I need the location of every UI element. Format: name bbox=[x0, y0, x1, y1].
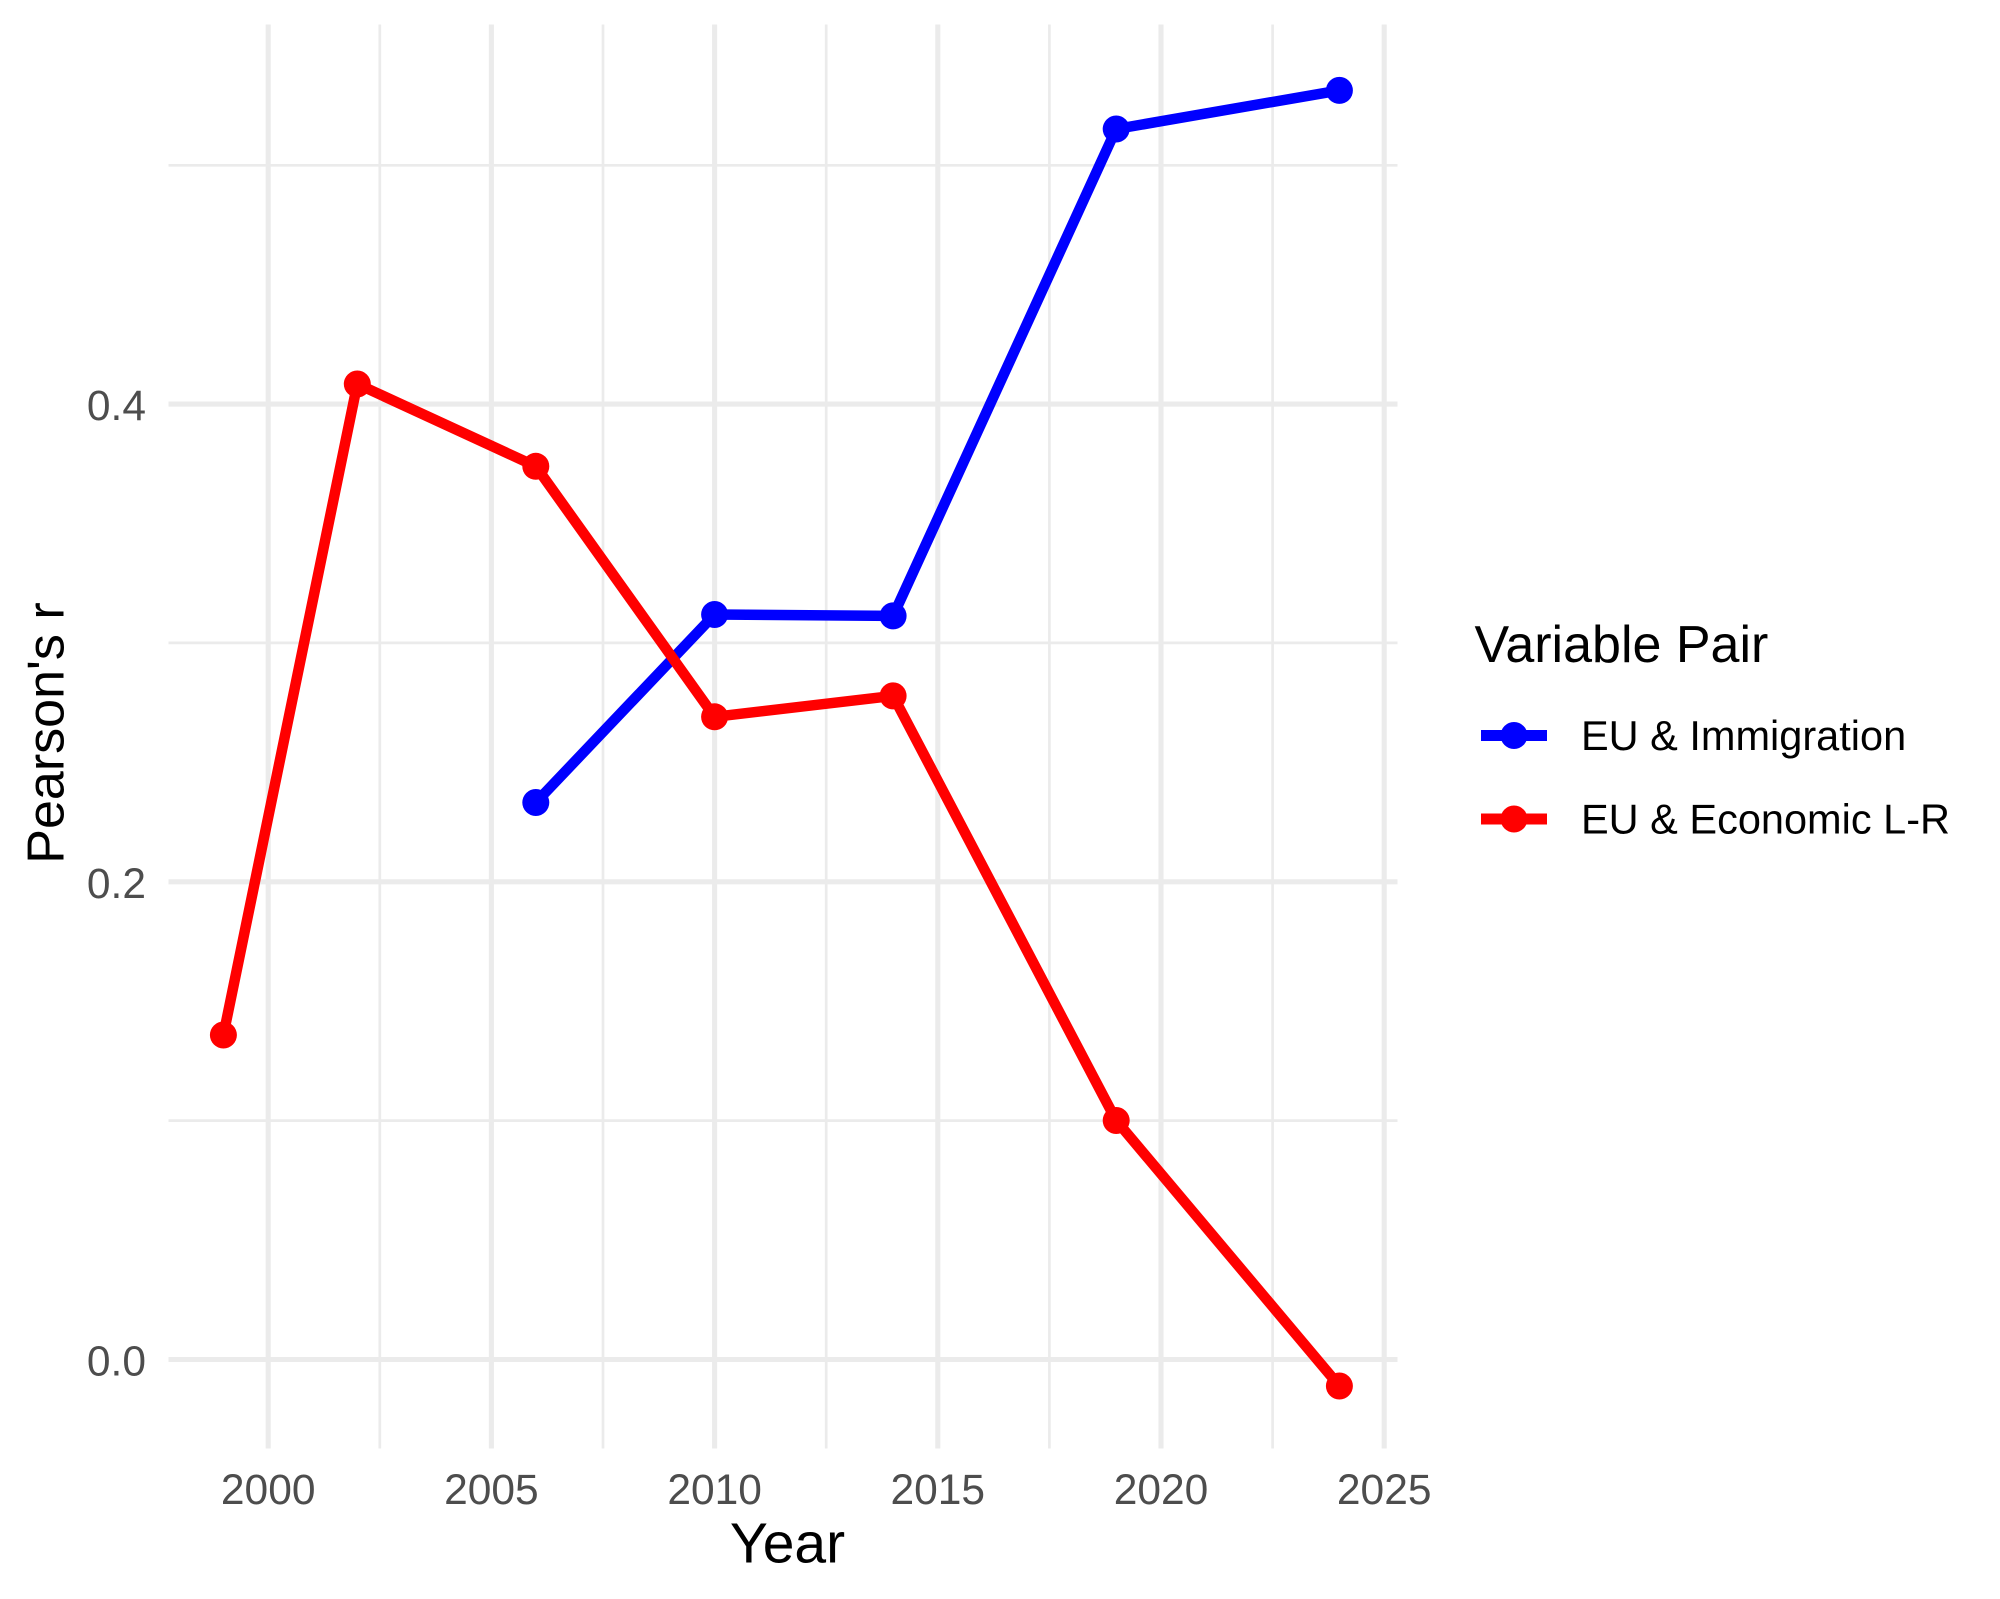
svg-text:EU & Immigration: EU & Immigration bbox=[1581, 712, 1906, 759]
svg-text:Variable Pair: Variable Pair bbox=[1475, 616, 1769, 674]
svg-text:2000: 2000 bbox=[221, 1467, 316, 1514]
svg-text:Year: Year bbox=[730, 1512, 845, 1576]
svg-text:0.0: 0.0 bbox=[87, 1339, 146, 1386]
svg-text:2015: 2015 bbox=[891, 1467, 986, 1514]
svg-text:EU & Economic L-R: EU & Economic L-R bbox=[1581, 796, 1950, 843]
svg-text:2010: 2010 bbox=[667, 1467, 762, 1514]
svg-text:Pearson's r: Pearson's r bbox=[18, 602, 76, 863]
svg-text:2020: 2020 bbox=[1114, 1467, 1209, 1514]
svg-text:2025: 2025 bbox=[1337, 1467, 1432, 1514]
svg-text:0.4: 0.4 bbox=[87, 383, 146, 430]
svg-text:2005: 2005 bbox=[444, 1467, 539, 1514]
svg-text:0.2: 0.2 bbox=[87, 861, 146, 908]
